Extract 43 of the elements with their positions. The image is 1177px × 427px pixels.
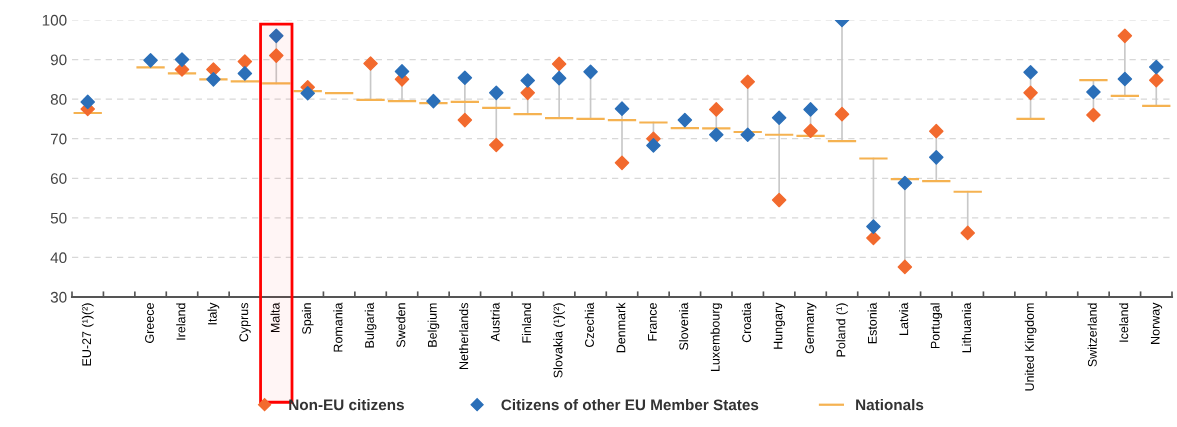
- y-tick-label: 60: [50, 173, 67, 184]
- x-tick-label: Hungary: [773, 302, 785, 349]
- x-tick-label: Italy: [207, 302, 220, 325]
- x-tick-label: Germany: [805, 302, 817, 354]
- x-tick-label: Finland: [521, 303, 532, 343]
- x-tick-label: Portugal: [930, 303, 943, 349]
- x-tick-label: France: [648, 303, 657, 341]
- x-tick-label: Lithuania: [961, 302, 972, 353]
- x-tick-label: Denmark: [616, 302, 626, 353]
- legend-label: Citizens of other EU Member States: [501, 399, 759, 411]
- x-tick-label: EU-27 (¹)(²): [81, 303, 94, 366]
- x-tick-label: Malta: [270, 302, 280, 333]
- legend-label: Non-EU citizens: [289, 399, 404, 411]
- y-tick-label: 80: [50, 94, 67, 105]
- x-tick-label: Spain: [301, 303, 314, 334]
- x-tick-label: Luxembourg: [710, 303, 723, 372]
- x-tick-label: Croatia: [741, 302, 752, 343]
- x-tick-label: Poland (¹): [836, 303, 848, 357]
- x-tick-label: Latvia: [899, 302, 909, 335]
- y-tick-label: 40: [50, 252, 67, 264]
- x-tick-label: United Kingdom: [1024, 303, 1037, 391]
- legend-label: Nationals: [856, 399, 924, 411]
- y-tick-label: 30: [50, 291, 67, 303]
- y-tick-label: 100: [42, 14, 67, 26]
- x-tick-label: Slovakia (¹)(²): [553, 303, 565, 378]
- y-tick-label: 50: [50, 212, 67, 224]
- x-tick-label: Norway: [1150, 302, 1163, 344]
- x-tick-label: Estonia: [867, 302, 877, 344]
- x-tick-label: Bulgaria: [364, 302, 377, 348]
- x-tick-label: Iceland: [1119, 303, 1129, 342]
- x-tick-label: Switzerland: [1087, 303, 1097, 367]
- x-tick-label: Netherlands: [459, 303, 469, 369]
- x-tick-label: Czechia: [584, 302, 594, 348]
- x-tick-label: Sweden: [396, 303, 406, 348]
- x-tick-label: Austria: [490, 302, 500, 342]
- x-tick-label: Belgium: [427, 303, 440, 347]
- x-tick-label: Romania: [333, 302, 343, 352]
- x-tick-label: Cyprus: [239, 303, 251, 342]
- y-tick-label: 90: [50, 54, 67, 66]
- x-tick-label: Ireland: [176, 303, 186, 340]
- x-tick-label: Slovenia: [679, 302, 689, 350]
- y-tick-label: 70: [50, 133, 67, 145]
- x-tick-label: Greece: [145, 303, 154, 343]
